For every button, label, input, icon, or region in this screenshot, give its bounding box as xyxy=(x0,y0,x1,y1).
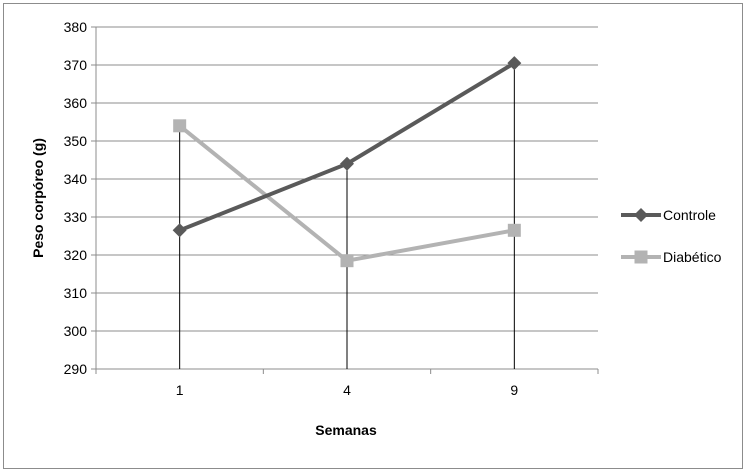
legend: Controle Diabético xyxy=(621,207,722,265)
data-point-diabetico xyxy=(507,223,521,237)
data-point-diabetico xyxy=(173,119,187,133)
legend-marker xyxy=(634,208,648,222)
data-point-controle xyxy=(340,156,354,171)
series-lines xyxy=(172,56,522,268)
y-tick-label: 380 xyxy=(64,19,88,35)
x-tick-label: 9 xyxy=(510,382,518,398)
legend-item-controle: Controle xyxy=(621,207,716,223)
axes xyxy=(91,26,599,374)
y-tick-label: 370 xyxy=(64,57,88,73)
x-tick-labels: 1 4 9 xyxy=(176,382,519,398)
y-tick-label: 360 xyxy=(64,95,88,111)
y-tick-label: 320 xyxy=(64,247,88,263)
legend-item-diabetico: Diabético xyxy=(621,249,722,265)
x-axis-title: Semanas xyxy=(315,422,377,438)
legend-label: Controle xyxy=(663,207,716,223)
y-axis-title: Peso corpóreo (g) xyxy=(30,138,46,258)
data-point-diabetico xyxy=(340,254,354,268)
y-tick-label: 350 xyxy=(64,133,88,149)
y-tick-label: 290 xyxy=(64,361,88,377)
line-chart: 290 300 310 320 330 340 350 360 370 380 1 4 9 Seman… xyxy=(30,19,722,438)
error-bars xyxy=(179,63,515,369)
data-point-controle xyxy=(172,223,187,238)
legend-label: Diabético xyxy=(663,249,722,265)
y-tick-label: 310 xyxy=(64,285,88,301)
x-tick-label: 4 xyxy=(343,382,351,398)
y-tick-label: 340 xyxy=(64,171,88,187)
legend-marker xyxy=(634,250,648,264)
x-tick-label: 1 xyxy=(176,382,184,398)
chart-frame: 290 300 310 320 330 340 350 360 370 380 1 4 9 Seman… xyxy=(3,3,743,469)
data-point-controle xyxy=(507,56,522,71)
y-tick-label: 300 xyxy=(64,323,88,339)
y-tick-label: 330 xyxy=(64,209,88,225)
y-tick-labels: 290 300 310 320 330 340 350 360 370 380 xyxy=(64,19,88,377)
